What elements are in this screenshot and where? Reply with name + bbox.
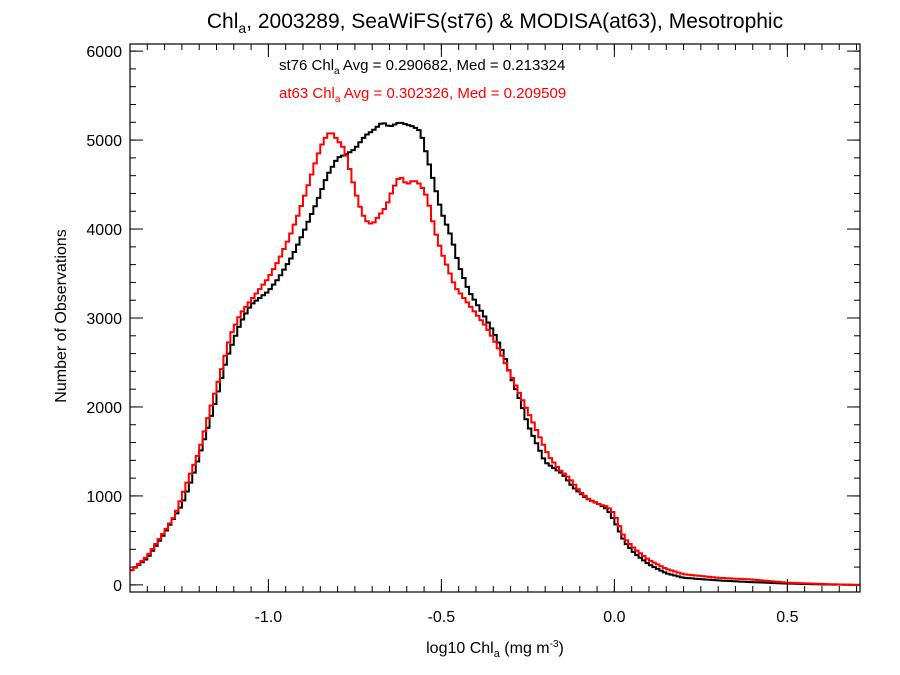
y-axis-label: Number of Observations <box>53 229 70 402</box>
series-layer <box>130 121 860 586</box>
x-axis-label-sup: -3 <box>550 639 559 650</box>
annotation-at63-sub: a <box>335 94 341 105</box>
series-line-at63 <box>130 132 860 586</box>
annotation-at63-post: Avg = 0.302326, Med = 0.209509 <box>340 85 566 102</box>
annotation-at63: at63 Chla Avg = 0.302326, Med = 0.209509 <box>279 85 566 105</box>
y-tick-label: 6000 <box>86 44 122 61</box>
x-axis-label: log10 Chla (mg m-3) <box>426 639 564 660</box>
y-tick-label: 5000 <box>86 133 122 150</box>
x-axis-label-post: ) <box>559 640 564 657</box>
plot-frame <box>129 43 861 593</box>
annotation-st76-sub: a <box>334 66 340 77</box>
chart-title-post: , 2003289, SeaWiFS(st76) & MODISA(at63),… <box>246 10 783 33</box>
axis-ticks: -1.0 -0.5 0.0 0.5 0 1000 2000 3000 4000 5000 6000 <box>86 44 860 626</box>
y-tick-label: 4000 <box>86 222 122 239</box>
annotation-st76-pre: st76 Chl <box>279 57 334 74</box>
annotation-st76-post: Avg = 0.290682, Med = 0.213324 <box>340 57 566 74</box>
x-tick-label: -0.5 <box>428 609 456 626</box>
annotation-st76: st76 Chla Avg = 0.290682, Med = 0.213324 <box>279 57 565 77</box>
y-tick-label: 2000 <box>86 400 122 417</box>
chart-title-sub: a <box>238 20 246 36</box>
y-tick-label: 0 <box>113 578 122 595</box>
x-axis-label-mid: (mg m <box>500 640 550 657</box>
chart-title: Chla, 2003289, SeaWiFS(st76) & MODISA(at… <box>207 10 783 36</box>
x-axis-label-sub: a <box>494 648 501 660</box>
annotation-at63-pre: at63 Chl <box>279 85 335 102</box>
x-tick-label: -1.0 <box>255 609 283 626</box>
x-tick-label: 0.5 <box>776 609 798 626</box>
y-tick-label: 1000 <box>86 489 122 506</box>
x-tick-label: 0.0 <box>603 609 625 626</box>
x-axis-label-pre: log10 Chl <box>426 640 494 657</box>
y-tick-label: 3000 <box>86 311 122 328</box>
chart-title-pre: Chl <box>207 10 239 33</box>
